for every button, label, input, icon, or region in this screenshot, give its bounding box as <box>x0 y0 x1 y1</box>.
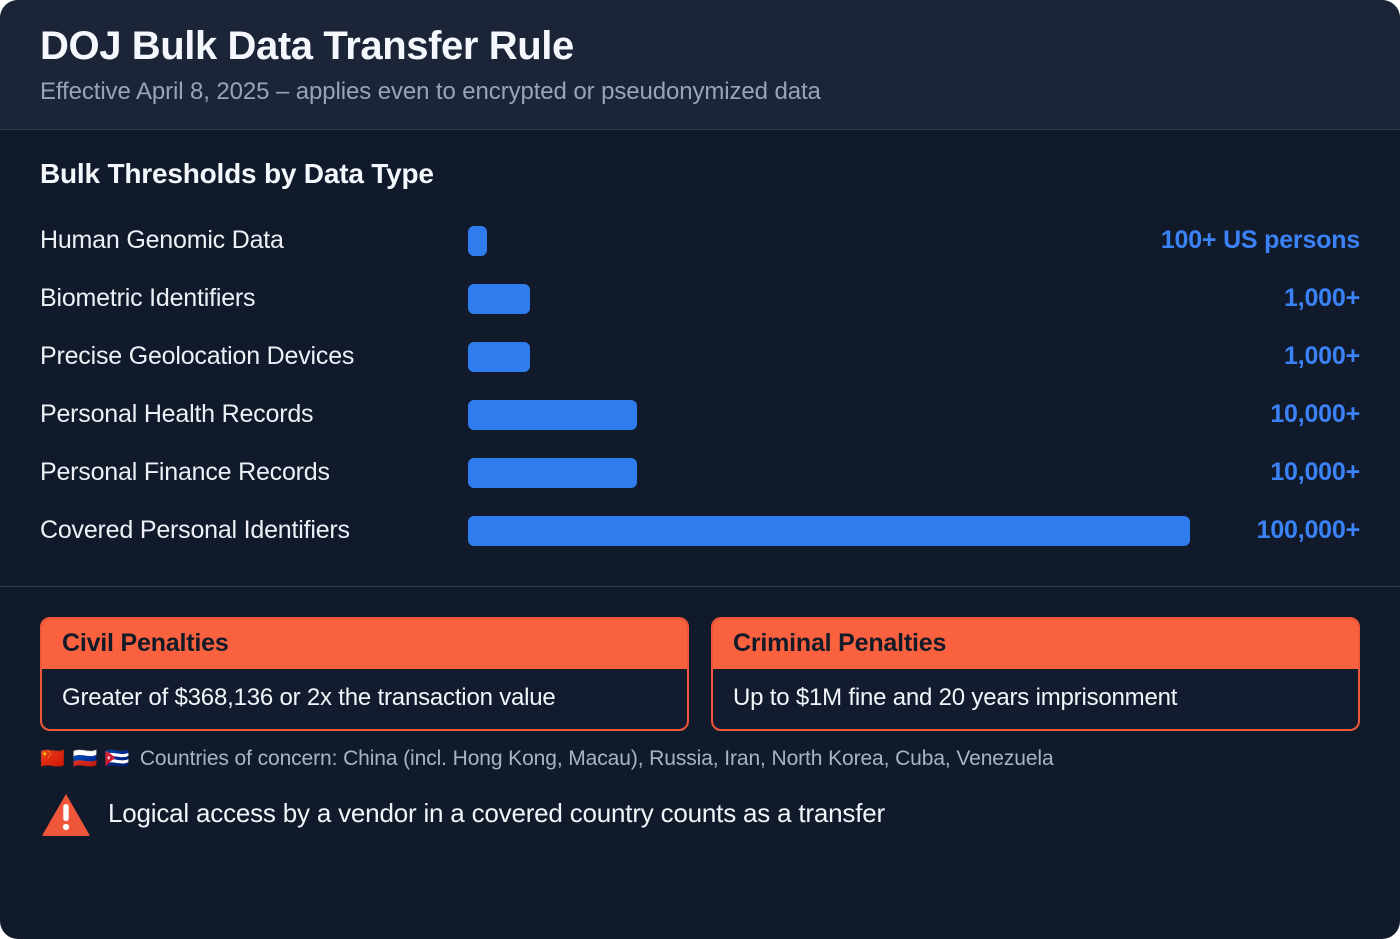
civil-penalties-card: Civil Penalties Greater of $368,136 or 2… <box>40 616 689 731</box>
chart-bar <box>468 341 530 372</box>
chart-row-label: Personal Finance Records <box>40 458 330 487</box>
chart-bar <box>468 515 1190 546</box>
country-flags-icon: 🇨🇳 🇷🇺 🇨🇺 <box>40 747 131 770</box>
bulk-thresholds-section: Bulk Thresholds by Data Type Human Genom… <box>0 130 1400 587</box>
page-title: DOJ Bulk Data Transfer Rule <box>40 24 574 68</box>
chart-bar-track <box>468 283 1266 314</box>
chart-row-value: 100,000+ <box>1256 516 1361 545</box>
chart-bar <box>468 283 530 314</box>
chart-row-value: 1,000+ <box>1284 284 1360 313</box>
countries-of-concern-line: 🇨🇳 🇷🇺 🇨🇺 Countries of concern: China (in… <box>40 747 1360 771</box>
chart-row-label: Personal Health Records <box>40 400 314 429</box>
section-heading: Bulk Thresholds by Data Type <box>40 157 434 189</box>
chart-bar <box>468 457 637 488</box>
civil-penalties-body: Greater of $368,136 or 2x the transactio… <box>62 683 556 711</box>
threshold-bar-chart: Human Genomic Data 100+ US persons Biome… <box>40 212 1360 560</box>
chart-bar-track <box>468 225 1143 256</box>
chart-row-label: Covered Personal Identifiers <box>40 516 350 545</box>
criminal-penalties-body: Up to $1M fine and 20 years imprisonment <box>733 683 1178 711</box>
chart-row-value: 10,000+ <box>1270 400 1360 429</box>
chart-row-value: 100+ US persons <box>1160 226 1360 255</box>
footnotes: 🇨🇳 🇷🇺 🇨🇺 Countries of concern: China (in… <box>0 731 1400 939</box>
chart-bar-track <box>468 399 1252 430</box>
header: DOJ Bulk Data Transfer Rule Effective Ap… <box>0 0 1400 130</box>
page-subtitle: Effective April 8, 2025 – applies even t… <box>40 77 821 105</box>
countries-of-concern-text: Countries of concern: China (incl. Hong … <box>139 746 1054 770</box>
penalties-row: Civil Penalties Greater of $368,136 or 2… <box>0 587 1400 731</box>
civil-penalties-heading: Civil Penalties <box>42 618 687 669</box>
criminal-penalties-heading: Criminal Penalties <box>713 618 1358 669</box>
chart-bar-track <box>468 457 1252 488</box>
chart-row-label: Precise Geolocation Devices <box>40 342 355 371</box>
chart-row: Human Genomic Data 100+ US persons <box>40 212 1360 270</box>
warning-triangle-icon <box>40 791 92 837</box>
chart-row-value: 10,000+ <box>1270 458 1360 487</box>
chart-row: Covered Personal Identifiers 100,000+ <box>40 502 1360 560</box>
chart-row-label: Biometric Identifiers <box>40 284 256 313</box>
chart-bar-track <box>468 341 1266 372</box>
criminal-penalties-card: Criminal Penalties Up to $1M fine and 20… <box>711 616 1360 731</box>
chart-row-value: 1,000+ <box>1284 342 1360 371</box>
chart-bar-track <box>468 515 1239 546</box>
chart-row: Precise Geolocation Devices 1,000+ <box>40 328 1360 386</box>
warning-line: Logical access by a vendor in a covered … <box>40 791 1360 837</box>
warning-text: Logical access by a vendor in a covered … <box>108 798 885 828</box>
chart-row: Personal Finance Records 10,000+ <box>40 444 1360 502</box>
chart-row: Personal Health Records 10,000+ <box>40 386 1360 444</box>
chart-row-label: Human Genomic Data <box>40 226 284 255</box>
chart-bar <box>468 225 487 256</box>
chart-row: Biometric Identifiers 1,000+ <box>40 270 1360 328</box>
chart-bar <box>468 399 637 430</box>
